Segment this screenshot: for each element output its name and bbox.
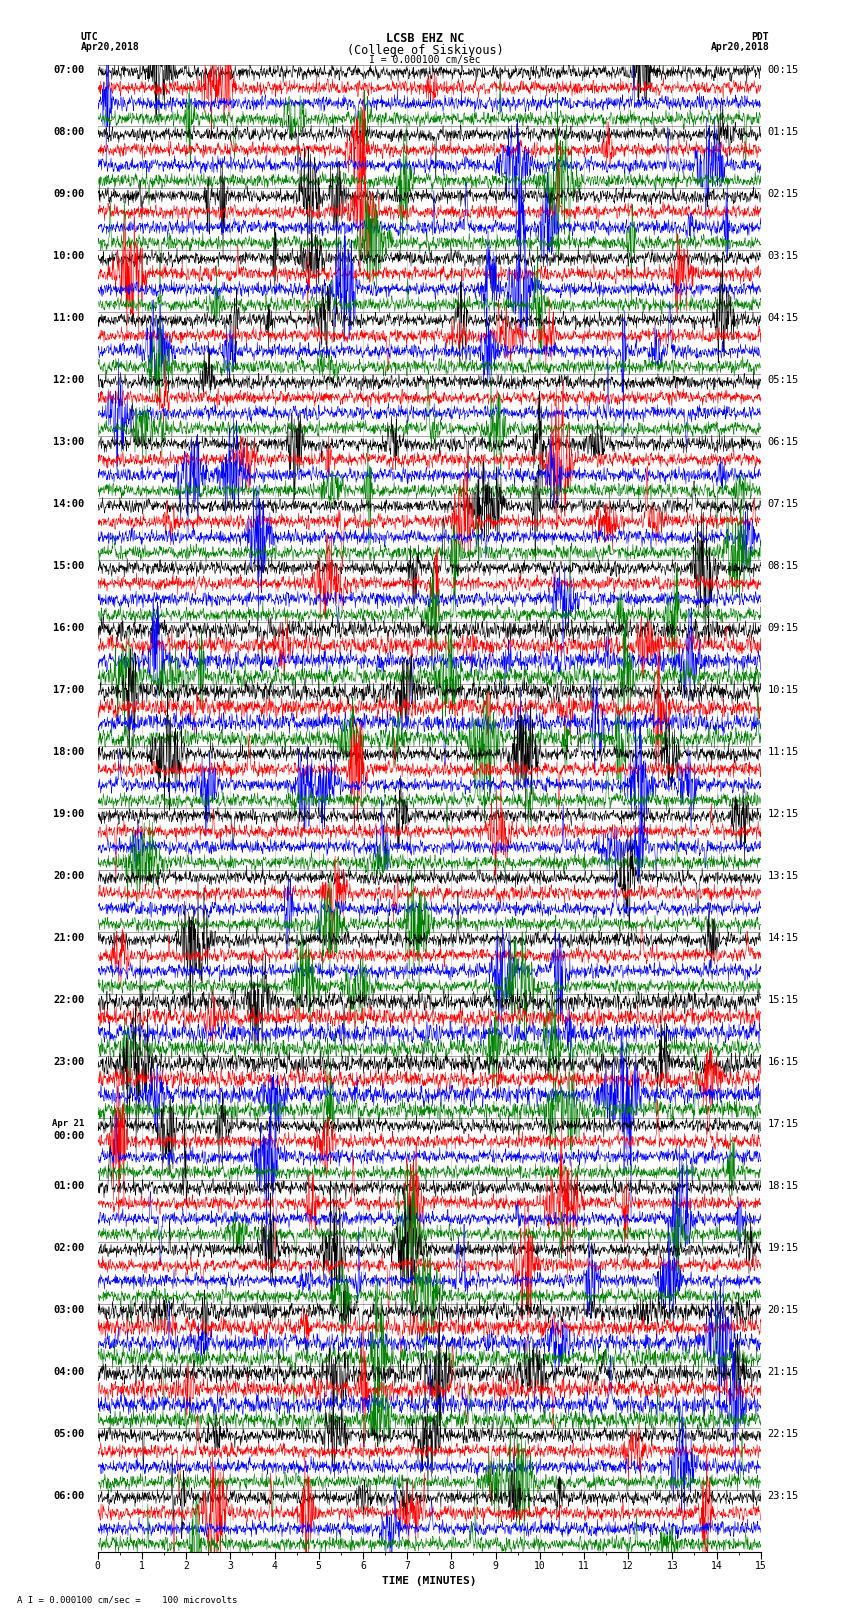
Text: 09:00: 09:00 — [54, 189, 84, 200]
X-axis label: TIME (MINUTES): TIME (MINUTES) — [382, 1576, 477, 1586]
Text: 09:15: 09:15 — [768, 623, 799, 632]
Text: 21:00: 21:00 — [54, 932, 84, 944]
Text: 06:15: 06:15 — [768, 437, 799, 447]
Text: 00:00: 00:00 — [54, 1131, 84, 1140]
Text: 22:15: 22:15 — [768, 1429, 799, 1439]
Text: 10:15: 10:15 — [768, 686, 799, 695]
Text: 18:15: 18:15 — [768, 1181, 799, 1190]
Text: 14:00: 14:00 — [54, 498, 84, 510]
Text: 20:15: 20:15 — [768, 1305, 799, 1315]
Text: 15:00: 15:00 — [54, 561, 84, 571]
Text: 05:15: 05:15 — [768, 376, 799, 386]
Text: 22:00: 22:00 — [54, 995, 84, 1005]
Text: 07:15: 07:15 — [768, 498, 799, 510]
Text: Apr20,2018: Apr20,2018 — [711, 42, 769, 52]
Text: 14:15: 14:15 — [768, 932, 799, 944]
Text: 06:00: 06:00 — [54, 1490, 84, 1500]
Text: LCSB EHZ NC: LCSB EHZ NC — [386, 32, 464, 45]
Text: 13:15: 13:15 — [768, 871, 799, 881]
Text: (College of Siskiyous): (College of Siskiyous) — [347, 44, 503, 56]
Text: 03:00: 03:00 — [54, 1305, 84, 1315]
Text: 01:00: 01:00 — [54, 1181, 84, 1190]
Text: 02:15: 02:15 — [768, 189, 799, 200]
Text: 20:00: 20:00 — [54, 871, 84, 881]
Text: UTC: UTC — [81, 32, 99, 42]
Text: Apr20,2018: Apr20,2018 — [81, 42, 139, 52]
Text: 18:00: 18:00 — [54, 747, 84, 756]
Text: PDT: PDT — [751, 32, 769, 42]
Text: 17:15: 17:15 — [768, 1119, 799, 1129]
Text: Apr 21: Apr 21 — [52, 1119, 84, 1127]
Text: 12:15: 12:15 — [768, 808, 799, 819]
Text: 03:15: 03:15 — [768, 252, 799, 261]
Text: A I = 0.000100 cm/sec =    100 microvolts: A I = 0.000100 cm/sec = 100 microvolts — [17, 1595, 237, 1605]
Text: 04:15: 04:15 — [768, 313, 799, 323]
Text: 13:00: 13:00 — [54, 437, 84, 447]
Text: 23:15: 23:15 — [768, 1490, 799, 1500]
Text: 16:00: 16:00 — [54, 623, 84, 632]
Text: 16:15: 16:15 — [768, 1057, 799, 1066]
Text: 04:00: 04:00 — [54, 1366, 84, 1376]
Text: 19:15: 19:15 — [768, 1242, 799, 1253]
Text: 08:00: 08:00 — [54, 127, 84, 137]
Text: 08:15: 08:15 — [768, 561, 799, 571]
Text: 17:00: 17:00 — [54, 686, 84, 695]
Text: 11:15: 11:15 — [768, 747, 799, 756]
Text: 11:00: 11:00 — [54, 313, 84, 323]
Text: 02:00: 02:00 — [54, 1242, 84, 1253]
Text: 21:15: 21:15 — [768, 1366, 799, 1376]
Text: 19:00: 19:00 — [54, 808, 84, 819]
Text: 07:00: 07:00 — [54, 65, 84, 76]
Text: 01:15: 01:15 — [768, 127, 799, 137]
Text: 23:00: 23:00 — [54, 1057, 84, 1066]
Text: 12:00: 12:00 — [54, 376, 84, 386]
Text: 15:15: 15:15 — [768, 995, 799, 1005]
Text: 10:00: 10:00 — [54, 252, 84, 261]
Text: 05:00: 05:00 — [54, 1429, 84, 1439]
Text: I = 0.000100 cm/sec: I = 0.000100 cm/sec — [369, 55, 481, 65]
Text: 00:15: 00:15 — [768, 65, 799, 76]
